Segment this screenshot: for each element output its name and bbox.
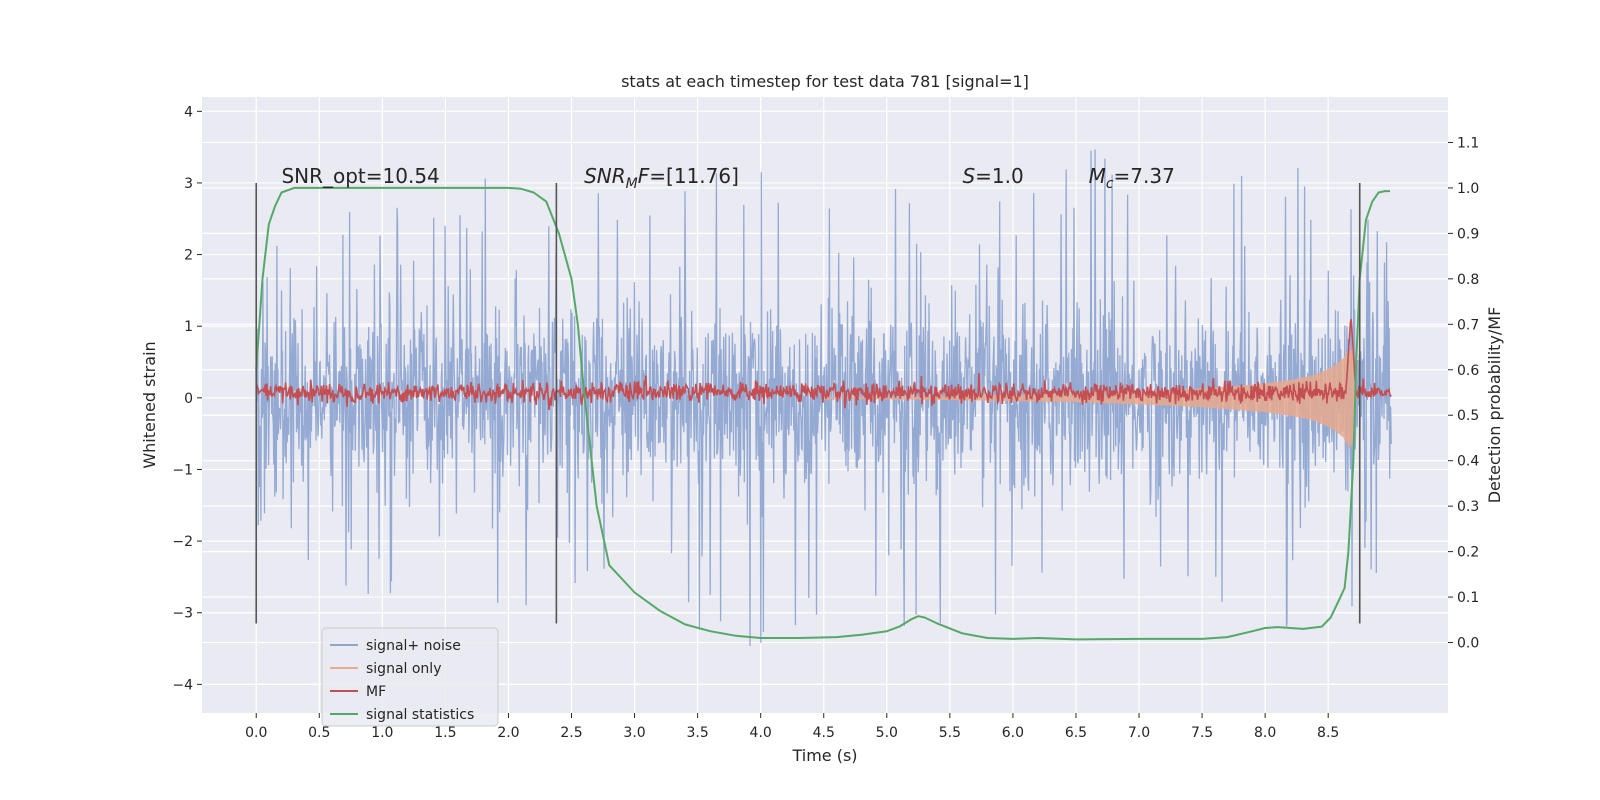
x-tick-label: 7.0 (1128, 725, 1150, 741)
y2-tick-label: 0.3 (1457, 499, 1479, 515)
x-tick-label: 2.0 (497, 725, 519, 741)
marker-layer (255, 182, 1361, 624)
x-tick-label: 1.5 (434, 725, 456, 741)
y2-tick-label: 0.8 (1457, 272, 1479, 288)
legend-label: signal+ noise (366, 638, 461, 654)
y2-tick-label: 0.2 (1457, 545, 1479, 561)
series-signal-noise (255, 149, 1392, 647)
annotation-label: S=1.0 (962, 164, 1023, 188)
y-tick-label: −2 (172, 534, 193, 550)
y-axis-label: Whitened strain (140, 341, 159, 468)
x-tick-label: 2.5 (560, 725, 582, 741)
x-tick-label: 0.0 (245, 725, 267, 741)
y2-axis-label: Detection probability/MF (1485, 307, 1504, 504)
x-tick-label: 5.5 (939, 725, 961, 741)
annotation-label: SNR_opt=10.54 (281, 164, 439, 188)
series-mf (255, 318, 1392, 410)
y2-tick-label: 0.9 (1457, 226, 1479, 242)
x-tick-label: 4.0 (750, 725, 772, 741)
series-layer (255, 149, 1392, 647)
legend-label: MF (366, 684, 386, 700)
x-tick-label: 6.0 (1002, 725, 1024, 741)
x-tick-label: 3.0 (623, 725, 645, 741)
x-tick-label: 1.0 (371, 725, 393, 741)
y2-tick-label: 0.7 (1457, 317, 1479, 333)
y-tick-label: 4 (184, 104, 193, 120)
y2-tick-label: 0.0 (1457, 636, 1479, 652)
ticks: 0.0 0.5 1.0 1.5 2.0 2.5 3.0 3.5 4.0 4.5 5.0 5.5 6.0 6… (172, 104, 1479, 741)
legend-label: signal statistics (366, 707, 474, 723)
x-axis-label: Time (s) (791, 746, 857, 765)
y-tick-label: 0 (184, 391, 193, 407)
y2-tick-label: 1.1 (1457, 135, 1479, 151)
x-tick-label: 8.0 (1254, 725, 1276, 741)
y2-tick-label: 0.1 (1457, 590, 1479, 606)
x-tick-label: 6.5 (1065, 725, 1087, 741)
x-tick-label: 7.5 (1191, 725, 1213, 741)
series-signal-statistics (255, 186, 1390, 641)
x-tick-label: 3.5 (686, 725, 708, 741)
x-tick-label: 8.5 (1317, 725, 1339, 741)
y-tick-label: −3 (172, 606, 193, 622)
y-tick-label: 3 (184, 176, 193, 192)
chart-title: stats at each timestep for test data 781… (621, 72, 1029, 91)
annotation-label: Mc=7.37 (1089, 164, 1175, 192)
y2-tick-label: 1.0 (1457, 181, 1479, 197)
y-tick-label: −1 (172, 462, 193, 478)
annotations: SNR_opt=10.54 SNRMF=[11.76] S=1.0 Mc=7.37 (281, 164, 1174, 192)
y2-tick-label: 0.4 (1457, 454, 1479, 470)
legend-box (321, 627, 499, 727)
x-tick-label: 5.0 (876, 725, 898, 741)
y-tick-label: 2 (184, 248, 193, 264)
y-tick-label: −4 (172, 677, 193, 693)
y-tick-label: 1 (184, 319, 193, 335)
y2-tick-label: 0.5 (1457, 408, 1479, 424)
x-tick-label: 0.5 (308, 725, 330, 741)
legend: signal+ noise signal only MF signal statist… (321, 627, 499, 727)
x-tick-label: 4.5 (813, 725, 835, 741)
y2-tick-label: 0.6 (1457, 363, 1479, 379)
annotation-label: SNRMF=[11.76] (584, 164, 739, 192)
legend-label: signal only (366, 661, 441, 677)
